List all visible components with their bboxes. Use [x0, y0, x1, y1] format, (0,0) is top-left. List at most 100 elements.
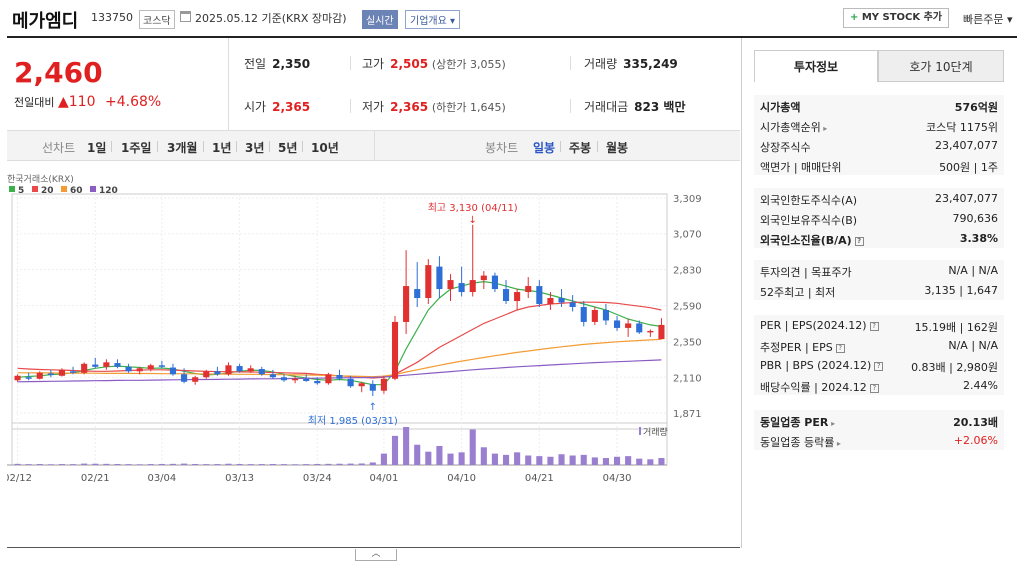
info-row: 외국인소진율(B/A)? 3.38% — [754, 228, 1004, 248]
candle — [569, 302, 576, 307]
legend-label: 60 — [70, 186, 83, 196]
candle — [14, 375, 21, 381]
divider — [157, 141, 158, 152]
candle — [58, 369, 66, 376]
candle — [114, 363, 121, 367]
volume-bar — [436, 446, 443, 465]
volume-bar — [547, 456, 554, 465]
help-icon[interactable]: ? — [854, 236, 864, 246]
volume-label: 거래량 — [643, 426, 668, 438]
realtime-button[interactable]: 실시간 — [362, 10, 398, 29]
help-icon[interactable]: ? — [835, 343, 845, 353]
diff-percent: +4.68% — [105, 94, 162, 110]
candle — [514, 292, 521, 302]
lower-limit: (하한가 1,645) — [432, 101, 506, 114]
info-section: 외국인한도주식수(A) 23,407,077 외국인보유주식수(B) 790,636 외… — [754, 188, 1004, 248]
info-row: 상장주식수 23,407,077 — [754, 135, 1004, 155]
divider — [269, 141, 270, 152]
up-arrow-icon: ▲ — [57, 94, 69, 110]
stock-chart[interactable]: 한국거래소(KRX) 5 20 60 120 3,309 3,070 2,830 2,590 2,… — [3, 168, 740, 548]
upper-limit-label: (상한가 — [431, 58, 467, 71]
candle — [480, 275, 487, 281]
y-tick-label: 1,871 — [673, 409, 702, 420]
info-label: 외국인보유주식수(B) — [760, 214, 858, 227]
diff-label: 전일대비 — [14, 96, 55, 109]
x-tick-label: 04/21 — [525, 473, 554, 484]
tab-order-book[interactable]: 호가 10단계 — [878, 50, 1004, 82]
volume: 거래량 335,249 — [584, 55, 678, 72]
info-value: N/A | N/A — [948, 339, 998, 352]
info-label: PER | EPS(2024.12)? — [760, 319, 879, 332]
quick-order-dropdown[interactable]: 빠른주문 ▾ — [963, 13, 1013, 26]
info-section: 시가총액 576억원 시가총액순위 ▸ 코스닥 1175위 상장주식수 23,407,07… — [754, 95, 1004, 175]
info-row: 시가총액 576억원 — [754, 95, 1004, 115]
tab-3y[interactable]: 3년 — [245, 141, 265, 155]
add-my-stock-label: MY STOCK 추가 — [861, 12, 943, 23]
tab-investment-info[interactable]: 투자정보 — [754, 50, 878, 82]
candle — [258, 369, 265, 375]
info-row: 액면가 | 매매단위 500원 | 1주 — [754, 155, 1004, 175]
tab-5y[interactable]: 5년 — [278, 141, 298, 155]
line-chart-label: 선차트 — [42, 141, 76, 155]
candle — [70, 371, 77, 373]
candle — [236, 366, 243, 372]
help-icon[interactable]: ? — [869, 321, 879, 331]
tab-1w[interactable]: 1주일 — [121, 141, 152, 155]
volume-bar — [569, 455, 576, 465]
volume-bar — [380, 453, 387, 465]
info-value: 0.83배 | 2,980원 — [911, 361, 998, 374]
x-tick-label: 02/21 — [81, 473, 110, 484]
expand-arrow-icon[interactable]: ▸ — [828, 419, 836, 428]
divider — [302, 141, 303, 152]
chart-expand-button[interactable]: ︿ — [355, 549, 397, 561]
prev-close-label: 전일 — [244, 57, 267, 71]
volume-bar — [391, 435, 399, 465]
help-icon[interactable]: ? — [869, 383, 879, 393]
corp-info-dropdown[interactable]: 기업개요 ▾ — [405, 10, 460, 29]
volume-bar — [314, 463, 321, 465]
min-arrow-icon: ↑ — [369, 402, 377, 413]
candle — [47, 373, 54, 376]
volume-bar — [502, 454, 510, 465]
low-price: 저가 2,365 (하한가 1,645) — [362, 98, 506, 115]
candle — [591, 309, 598, 322]
tab-10y[interactable]: 10년 — [311, 141, 339, 155]
legend-swatch — [9, 186, 15, 192]
amount-value: 823 백만 — [634, 100, 686, 114]
prev-close: 전일 2,350 — [244, 55, 310, 72]
candle — [292, 378, 299, 381]
add-my-stock-button[interactable]: + MY STOCK 추가 — [843, 8, 949, 28]
candle — [214, 371, 221, 375]
max-arrow-icon: ↓ — [469, 215, 477, 226]
volume-bar — [536, 456, 543, 465]
tab-weekly[interactable]: 주봉 — [569, 141, 592, 155]
expand-arrow-icon[interactable]: ▸ — [834, 439, 841, 448]
info-value: 3.38% — [959, 232, 998, 245]
candlestick-chart[interactable]: 한국거래소(KRX)5 20 60 120 3,309 3,070 2,830 2,590 2,… — [3, 168, 740, 548]
info-row: 투자의견 | 목표주가 N/A | N/A — [754, 260, 1004, 280]
info-value: 576억원 — [954, 101, 998, 114]
candle — [602, 309, 609, 321]
info-label: 동일업종 등락률 ▸ — [760, 436, 841, 449]
tab-1d[interactable]: 1일 — [87, 141, 107, 155]
volume-bar — [658, 458, 665, 465]
candle — [147, 365, 154, 370]
info-label: 외국인한도주식수(A) — [760, 194, 858, 207]
tab-daily[interactable]: 일봉 — [533, 141, 556, 155]
tab-3m[interactable]: 3개월 — [167, 141, 198, 155]
candle — [92, 364, 99, 367]
chart-bottom-border — [7, 547, 740, 548]
volume-bar — [236, 463, 243, 465]
calendar-icon — [180, 11, 191, 22]
volume-bar — [480, 447, 487, 465]
help-icon[interactable]: ? — [874, 361, 884, 371]
volume-bar — [181, 463, 188, 465]
tab-monthly[interactable]: 월봉 — [606, 141, 629, 155]
candle — [314, 381, 321, 384]
expand-arrow-icon[interactable]: ▸ — [820, 124, 828, 133]
candle — [525, 286, 532, 293]
stock-name: 메가엠디 — [12, 11, 79, 32]
tab-1y[interactable]: 1년 — [212, 141, 232, 155]
open-price: 시가 2,365 — [244, 98, 310, 115]
legend-swatch — [90, 186, 96, 192]
